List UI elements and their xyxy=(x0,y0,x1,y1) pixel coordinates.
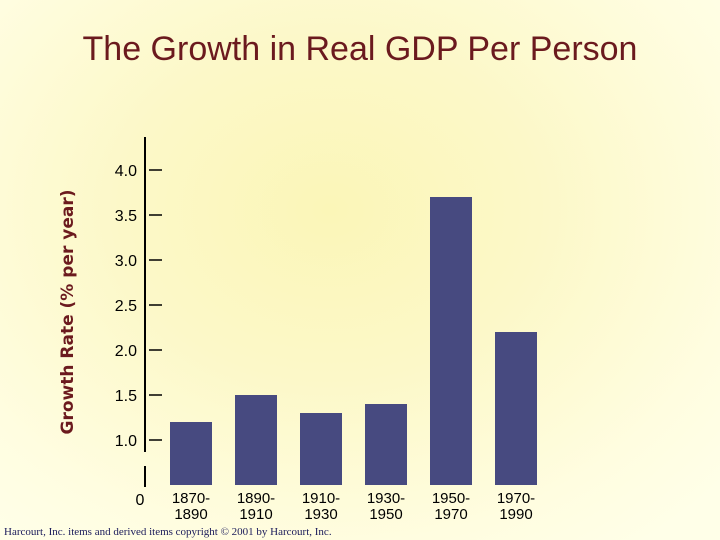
x-category-label: 1890- xyxy=(237,490,275,507)
bar xyxy=(430,197,472,485)
x-category-label: 1990 xyxy=(499,506,532,523)
x-category-label: 1910 xyxy=(239,506,272,523)
y-tick-label: 1.0 xyxy=(115,433,137,450)
y-origin-label: 0 xyxy=(136,492,145,509)
x-category-label: 1950 xyxy=(369,506,402,523)
bar xyxy=(300,413,342,485)
copyright-footer: Harcourt, Inc. items and derived items c… xyxy=(4,526,332,538)
x-category-label: 1910- xyxy=(302,490,340,507)
x-category-label: 1970 xyxy=(434,506,467,523)
x-category-label: 1870- xyxy=(172,490,210,507)
chart-title: The Growth in Real GDP Per Person xyxy=(82,30,638,68)
bar xyxy=(235,395,277,485)
y-tick-label: 3.0 xyxy=(115,253,137,270)
y-tick-label: 3.5 xyxy=(115,208,137,225)
x-category-label: 1930 xyxy=(304,506,337,523)
y-tick-label: 2.0 xyxy=(115,343,137,360)
x-category-label: 1890 xyxy=(174,506,207,523)
y-tick-label: 1.5 xyxy=(115,388,137,405)
bar xyxy=(495,332,537,485)
y-tick-label: 4.0 xyxy=(115,163,137,180)
bar xyxy=(170,422,212,485)
bar xyxy=(365,404,407,485)
x-category-label: 1950- xyxy=(432,490,470,507)
x-category-label: 1930- xyxy=(367,490,405,507)
y-tick-label: 2.5 xyxy=(115,298,137,315)
x-category-label: 1970- xyxy=(497,490,535,507)
